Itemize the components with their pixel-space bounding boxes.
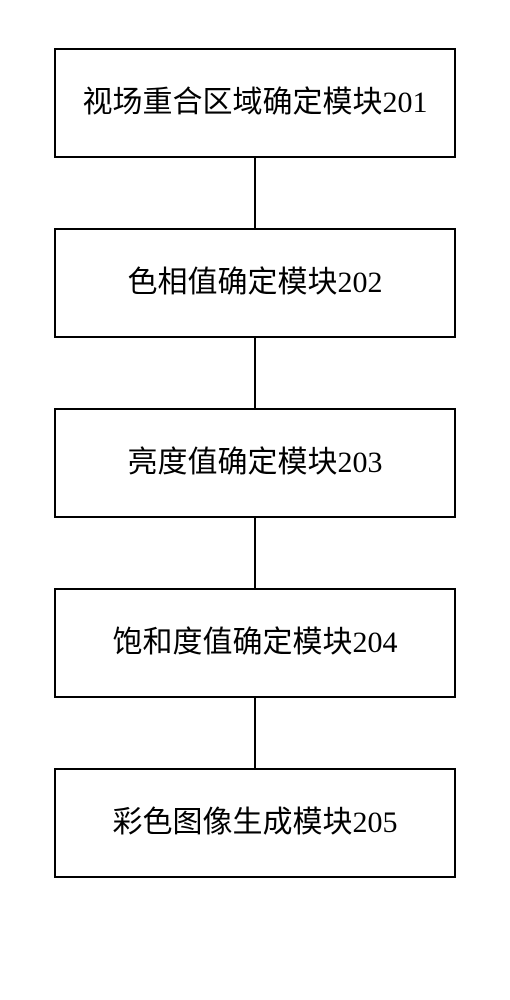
edge-4-5: [254, 698, 256, 768]
node-brightness-module: 亮度值确定模块203: [54, 408, 456, 518]
node-label: 色相值确定模块202: [128, 265, 383, 301]
node-label: 亮度值确定模块203: [128, 445, 383, 481]
flowchart-diagram: 视场重合区域确定模块201 色相值确定模块202 亮度值确定模块203 饱和度值…: [0, 0, 510, 1000]
node-label: 视场重合区域确定模块201: [83, 85, 428, 121]
edge-3-4: [254, 518, 256, 588]
node-label: 彩色图像生成模块205: [113, 805, 398, 841]
node-color-image-module: 彩色图像生成模块205: [54, 768, 456, 878]
edge-1-2: [254, 158, 256, 228]
node-fov-overlap-module: 视场重合区域确定模块201: [54, 48, 456, 158]
node-hue-module: 色相值确定模块202: [54, 228, 456, 338]
node-saturation-module: 饱和度值确定模块204: [54, 588, 456, 698]
node-label: 饱和度值确定模块204: [113, 625, 398, 661]
edge-2-3: [254, 338, 256, 408]
